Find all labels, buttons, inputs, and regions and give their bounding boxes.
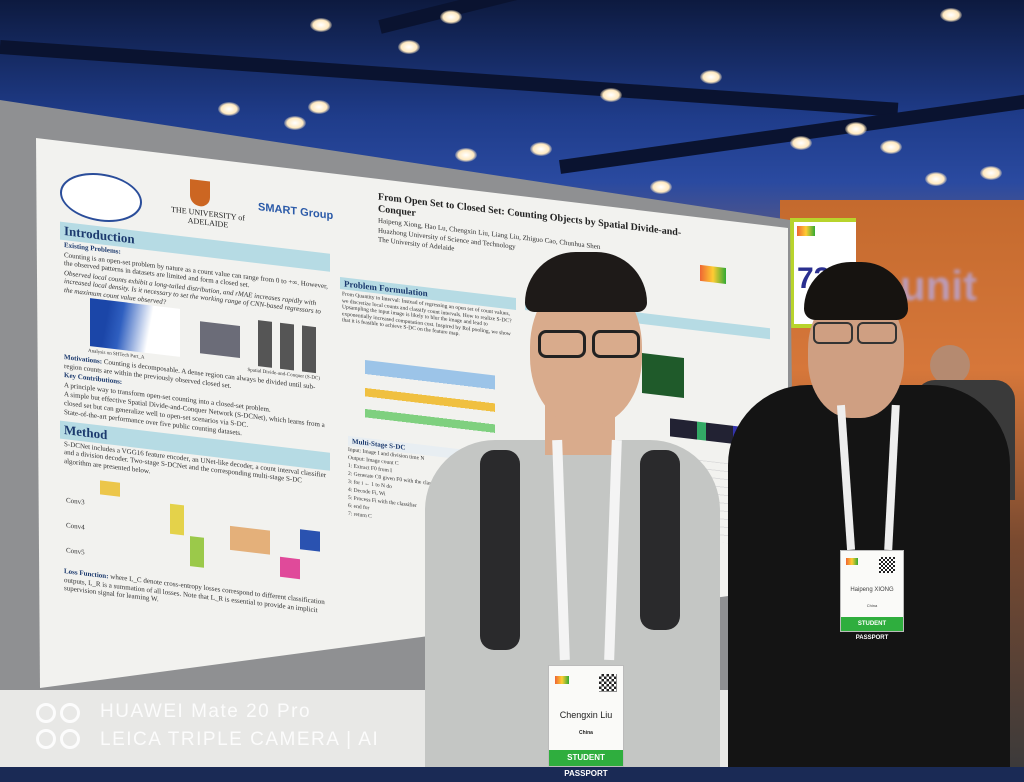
- ceiling-light: [310, 18, 332, 32]
- formulation-diagram: [365, 359, 495, 446]
- glasses-icon: [538, 330, 586, 358]
- sdc-figure: [258, 320, 318, 374]
- layer-label-conv4: Conv4: [66, 521, 85, 532]
- ceiling-light: [650, 180, 672, 194]
- person-haipeng-hair: [804, 262, 908, 320]
- badge-country: China: [866, 603, 878, 608]
- badge-haipeng: Haipeng XIONG China STUDENT PASSPORT: [840, 550, 904, 641]
- layer-label-conv5: Conv5: [66, 546, 85, 557]
- badge-name: Chengxin Liu: [559, 710, 613, 720]
- ceiling-light: [530, 142, 552, 156]
- backpack-strap-left: [480, 450, 520, 650]
- ceiling-light: [925, 172, 947, 186]
- ceiling-light: [455, 148, 477, 162]
- glasses-icon: [813, 322, 853, 344]
- qr-code: [879, 557, 895, 573]
- ceiling-light: [790, 136, 812, 150]
- ceiling-light: [218, 102, 240, 116]
- ceiling-light: [845, 122, 867, 136]
- ceiling-light: [308, 100, 330, 114]
- badge-chengxin: Chengxin Liu China STUDENT PASSPORT: [548, 665, 624, 778]
- crowd-image-figure: [200, 321, 240, 359]
- adelaide-logo-text: THE UNIVERSITY of ADELAIDE: [171, 204, 245, 230]
- ceiling-light: [880, 140, 902, 154]
- badge-country: China: [579, 730, 593, 736]
- ceiling-light: [700, 70, 722, 84]
- background-person: [930, 345, 970, 385]
- adelaide-crest-logo: [190, 179, 210, 208]
- glasses-icon: [592, 330, 640, 358]
- ceiling-light: [440, 10, 462, 24]
- hust-seal-logo: [60, 168, 142, 227]
- poster-header: From Open Set to Closed Set: Counting Ob…: [378, 191, 688, 280]
- conference-logo: [797, 226, 815, 236]
- histogram-figure: [90, 298, 180, 357]
- conference-logo: [846, 558, 858, 565]
- ceiling-light: [940, 8, 962, 22]
- ceiling-light: [284, 116, 306, 130]
- conference-logo: [555, 676, 569, 684]
- badge-name: Haipeng XIONG: [850, 587, 894, 593]
- qr-code: [599, 674, 617, 692]
- density-map-figure: [642, 352, 684, 398]
- backpack-strap-right: [640, 450, 680, 630]
- camera-watermark-logo: [60, 703, 80, 723]
- ceiling-light: [600, 88, 622, 102]
- badge-type: STUDENT PASSPORT: [549, 750, 623, 778]
- conference-logo: [700, 264, 726, 284]
- ceiling-light: [398, 40, 420, 54]
- badge-type: STUDENT PASSPORT: [841, 617, 903, 641]
- person-chengxin-hair: [525, 252, 647, 312]
- layer-label-conv3: Conv3: [66, 496, 85, 507]
- camera-watermark-logo: [60, 729, 80, 749]
- booth-backdrop-text: unit: [900, 262, 977, 309]
- glasses-icon: [857, 322, 897, 344]
- smart-group-logo: SMART Group: [258, 201, 334, 223]
- watermark-line-1: HUAWEI Mate 20 Pro: [100, 701, 312, 722]
- watermark-line-2: LEICA TRIPLE CAMERA | AI: [100, 729, 380, 750]
- ceiling-light: [980, 166, 1002, 180]
- camera-watermark-logo: [36, 729, 56, 749]
- poster-left-column: Introduction Existing Problems: Counting…: [60, 221, 330, 625]
- camera-watermark-logo: [36, 703, 56, 723]
